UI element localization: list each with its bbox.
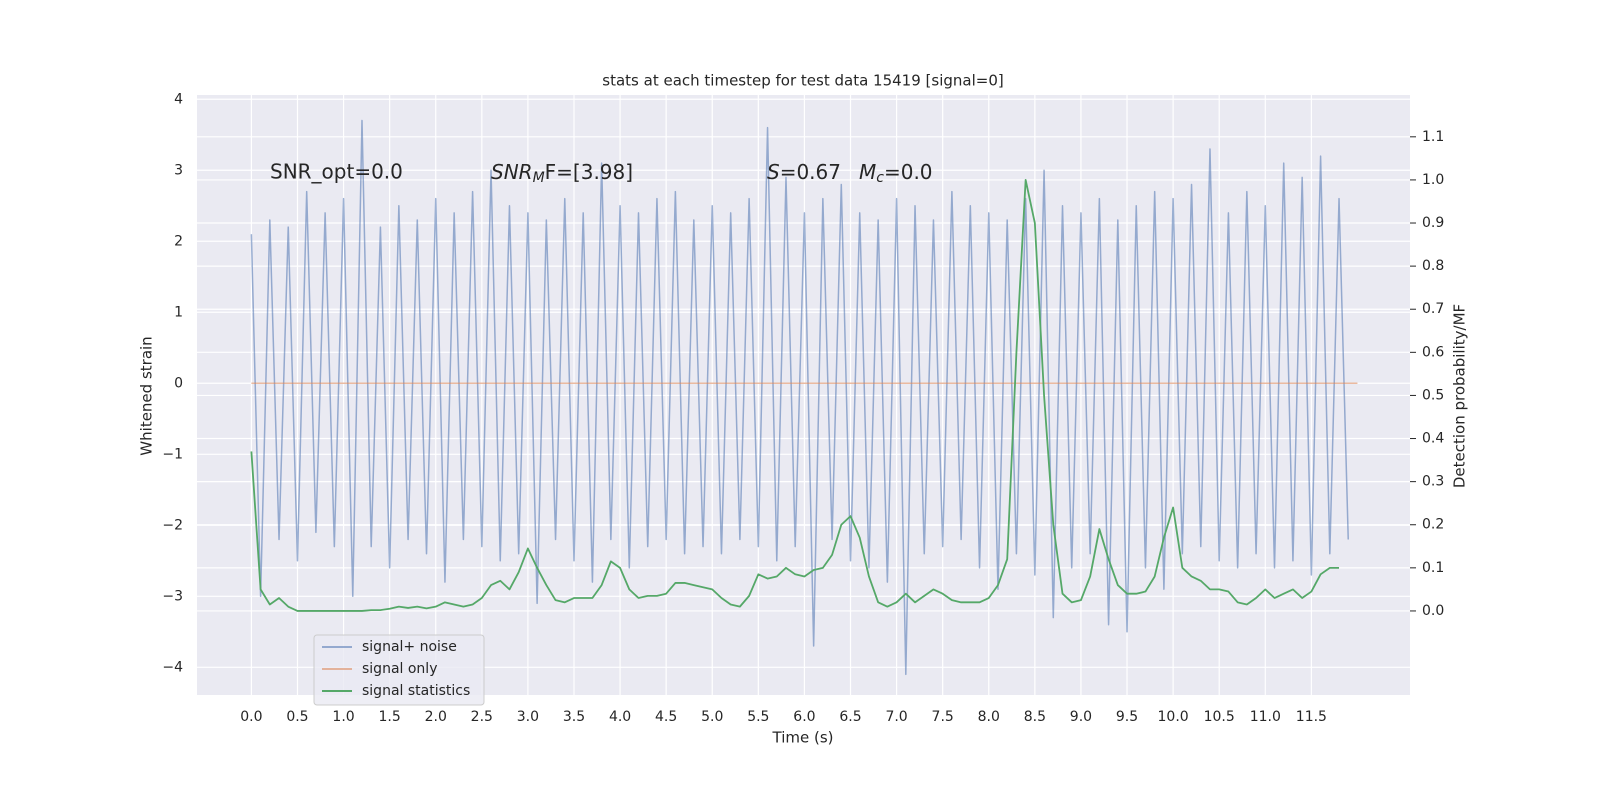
y-tick-label: 2 (174, 233, 183, 249)
annotation: SNR_opt=0.0 (270, 160, 403, 184)
y2-tick-label: 0.7 (1422, 301, 1444, 317)
legend-label: signal statistics (362, 683, 470, 699)
y2-tick-label: 0.4 (1422, 431, 1444, 447)
legend-box (313, 634, 485, 706)
y-tick-label: 0 (174, 375, 183, 391)
x-tick-label: 11.0 (1250, 709, 1281, 725)
x-tick-label: 6.0 (793, 709, 815, 725)
annotation-part: S (767, 160, 780, 184)
y2-tick-label: 0.2 (1422, 517, 1444, 533)
x-tick-label: 0.5 (286, 709, 308, 725)
x-tick-label: 8.5 (1024, 709, 1046, 725)
annotation-part: M (859, 160, 876, 184)
x-tick-label: 2.0 (425, 709, 447, 725)
series-line (250, 179, 1340, 612)
x-tick-label: 8.0 (978, 709, 1000, 725)
annotation-part: =0.67 (780, 160, 841, 184)
y-tick-label: 3 (174, 162, 183, 178)
legend-label: signal+ noise (362, 639, 457, 655)
x-tick-label: 5.5 (747, 709, 769, 725)
y-tick-label: 1 (174, 304, 183, 320)
x-tick-label: 2.5 (471, 709, 493, 725)
x-tick-label: 7.5 (932, 709, 954, 725)
x-axis-label: Time (s) (772, 729, 834, 747)
annotation: S=0.67 (767, 160, 841, 184)
y2-axis-label: Detection probability/MF (1451, 304, 1469, 488)
y-tick-label: −2 (162, 517, 183, 533)
y2-tick-label: 0.3 (1422, 474, 1444, 490)
annotation-part: c (876, 170, 884, 186)
annotation-part: M (533, 170, 545, 186)
x-tick-label: 5.0 (701, 709, 723, 725)
x-tick-label: 9.0 (1070, 709, 1092, 725)
annotation-part: F=[3.98] (545, 160, 633, 184)
x-tick-label: 10.0 (1158, 709, 1189, 725)
y2-tick-label: 1.0 (1422, 172, 1444, 188)
x-tick-label: 9.5 (1116, 709, 1138, 725)
y-tick-label: −3 (162, 588, 183, 604)
legend-label: signal only (362, 661, 437, 677)
x-tick-label: 10.5 (1204, 709, 1235, 725)
series-line (250, 119, 1349, 676)
x-tick-label: 3.5 (563, 709, 585, 725)
annotation-part: =0.0 (884, 160, 933, 184)
x-tick-label: 4.5 (655, 709, 677, 725)
y2-tick-label: 0.9 (1422, 215, 1444, 231)
y-tick-label: −1 (162, 446, 183, 462)
x-tick-label: 7.0 (885, 709, 907, 725)
chart-title: stats at each timestep for test data 154… (602, 72, 1003, 90)
y2-tick-label: 0.8 (1422, 258, 1444, 274)
y2-tick-label: 0.1 (1422, 560, 1444, 576)
x-tick-label: 3.0 (517, 709, 539, 725)
annotation-part: SNR (491, 160, 533, 184)
annotation: SNRMF=[3.98] (491, 160, 633, 187)
x-tick-label: 1.5 (379, 709, 401, 725)
x-tick-label: 0.0 (240, 709, 262, 725)
x-tick-label: 6.5 (839, 709, 861, 725)
y-tick-label: −4 (162, 659, 183, 675)
y2-tick-label: 0.5 (1422, 387, 1444, 403)
y2-tick-label: 0.6 (1422, 344, 1444, 360)
y-axis-label: Whitened strain (138, 336, 156, 455)
y-tick-label: 4 (174, 91, 183, 107)
y2-tick-label: 0.0 (1422, 603, 1444, 619)
x-tick-label: 11.5 (1296, 709, 1327, 725)
x-tick-label: 4.0 (609, 709, 631, 725)
y2-tick-label: 1.1 (1422, 129, 1444, 145)
annotation: Mc=0.0 (859, 160, 933, 187)
x-tick-label: 1.0 (332, 709, 354, 725)
